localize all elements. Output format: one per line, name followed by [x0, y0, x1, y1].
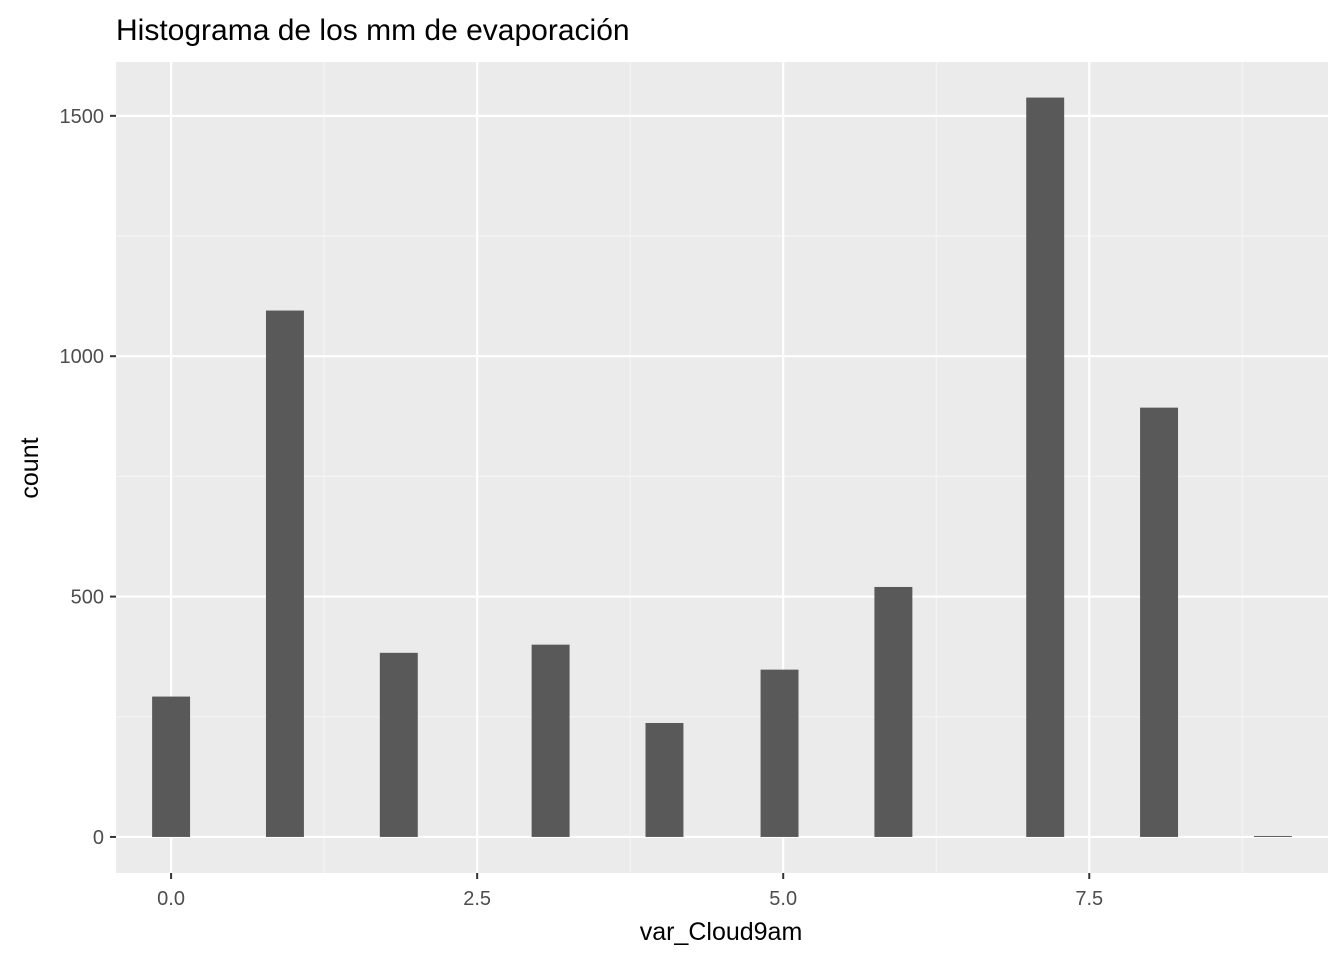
x-axis: 0.0 2.5 5.0 7.5 [157, 873, 1103, 910]
histogram-bar-4 [645, 723, 684, 837]
x-tick-label: 2.5 [463, 888, 491, 910]
histogram-bar-3 [531, 644, 570, 837]
histogram-bar-7 [1026, 97, 1065, 837]
bars-group [152, 97, 1292, 837]
y-tick-label: 1000 [60, 346, 105, 368]
histogram-bar-8 [1140, 407, 1179, 837]
plot-panel [116, 62, 1328, 873]
histogram-bar-9 [1253, 835, 1292, 837]
grid-minor [116, 62, 1328, 873]
histogram-bar-2 [379, 652, 418, 837]
y-axis-title: count [16, 437, 44, 498]
y-tick-label: 500 [71, 587, 104, 609]
histogram-bar-1 [265, 310, 304, 837]
x-tick-label: 7.5 [1075, 888, 1103, 910]
x-tick-label: 0.0 [157, 888, 185, 910]
chart-title: Histograma de los mm de evaporación [116, 14, 630, 47]
y-tick-label: 1500 [60, 106, 105, 128]
y-axis: 0 500 1000 1500 [60, 106, 116, 849]
histogram-bar-5 [760, 669, 799, 837]
histogram-bar-0 [152, 696, 191, 837]
y-tick-label: 0 [93, 827, 104, 849]
x-axis-title: var_Cloud9am [640, 918, 803, 946]
histogram-bar-6 [874, 586, 913, 837]
x-tick-label: 5.0 [769, 888, 797, 910]
